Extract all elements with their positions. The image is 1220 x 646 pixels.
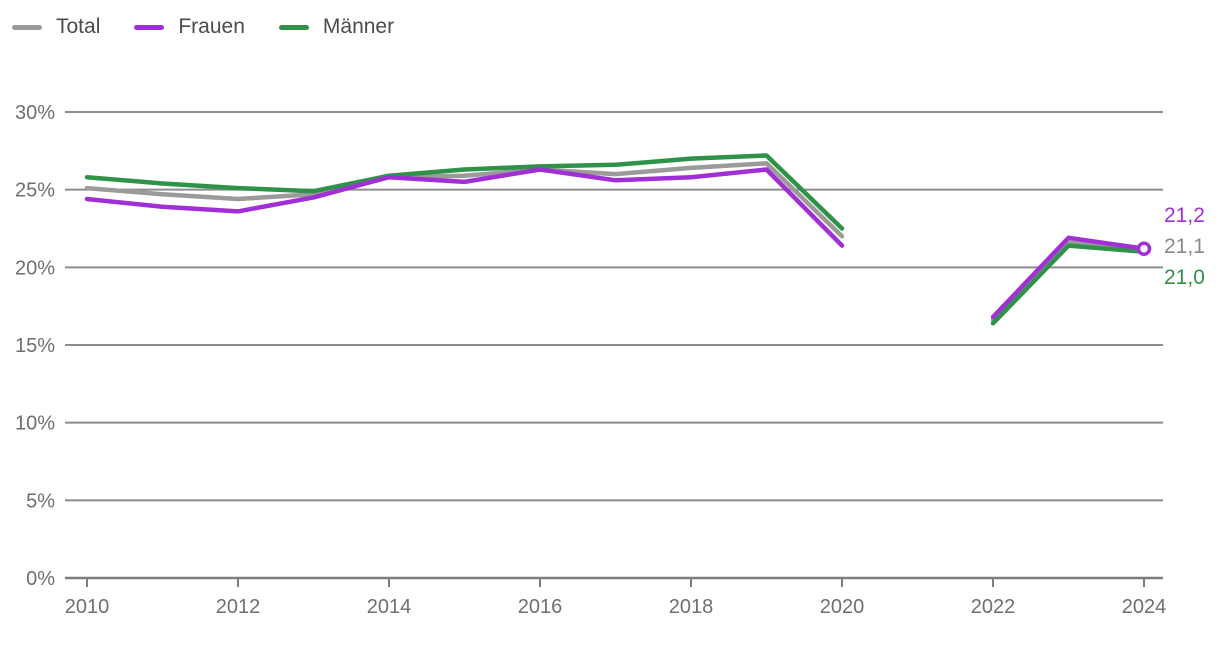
- y-tick-label-10: 10%: [15, 413, 55, 435]
- legend-dash-icon-total: [12, 24, 42, 30]
- legend-label-manner: Männer: [322, 15, 395, 38]
- legend-item-frauen: Frauen: [134, 15, 245, 39]
- legend-dash-icon-frauen: [134, 24, 165, 30]
- x-tick-label-2020: 2020: [820, 596, 865, 618]
- legend-label-frauen: Frauen: [178, 15, 245, 38]
- x-tick-label-2010: 2010: [65, 596, 110, 618]
- y-tick-label-5: 5%: [26, 490, 55, 512]
- y-tick-label-0: 0%: [26, 568, 55, 590]
- series-line-frauen-1: [990, 235, 1147, 320]
- end-label-frauen: 21,2: [1164, 204, 1205, 227]
- series-line-manner-0: [84, 153, 845, 231]
- legend-dash-icon-manner: [278, 24, 309, 30]
- series-line-total-0: [84, 161, 845, 239]
- end-label-manner: 21,0: [1164, 266, 1205, 289]
- end-label-total: 21,1: [1164, 235, 1205, 258]
- y-tick-label-20: 20%: [15, 257, 55, 279]
- x-tick-label-2024: 2024: [1122, 596, 1167, 618]
- series-line-total-1: [990, 240, 1147, 323]
- legend-item-total: Total: [12, 15, 100, 39]
- x-tick-label-2012: 2012: [216, 596, 261, 618]
- x-tick-label-2014: 2014: [367, 596, 412, 618]
- legend-label-total: Total: [56, 15, 101, 38]
- x-tick-label-2018: 2018: [669, 596, 714, 618]
- series-line-manner-1: [990, 243, 1147, 326]
- series-line-frauen-0: [84, 167, 845, 248]
- y-tick-label-30: 30%: [15, 102, 55, 124]
- x-tick-label-2022: 2022: [971, 596, 1016, 618]
- y-tick-label-25: 25%: [15, 180, 55, 202]
- y-tick-label-15: 15%: [15, 335, 55, 357]
- end-marker-icon: [1136, 241, 1152, 256]
- chart-legend: Total Frauen Männer: [12, 15, 394, 39]
- x-tick-label-2016: 2016: [518, 596, 563, 618]
- legend-item-manner: Männer: [278, 15, 395, 39]
